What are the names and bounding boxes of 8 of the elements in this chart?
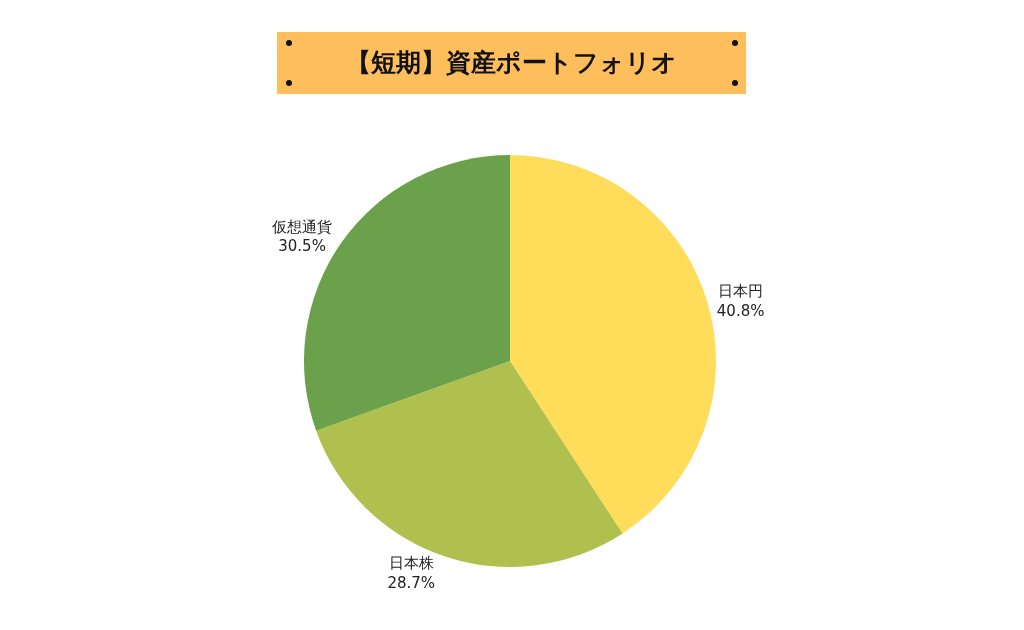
- slice-label: 仮想通貨: [271, 217, 333, 236]
- slice-label: 日本株: [388, 554, 434, 573]
- pie-slice: [510, 155, 716, 534]
- data-label: 30.5%: [278, 237, 326, 256]
- data-label: 28.7%: [387, 573, 436, 592]
- chart-title: 【短期】資産ポートフォリオ: [346, 48, 677, 77]
- data-label: 40.8%: [716, 301, 765, 320]
- slice-label: 日本円: [718, 282, 764, 301]
